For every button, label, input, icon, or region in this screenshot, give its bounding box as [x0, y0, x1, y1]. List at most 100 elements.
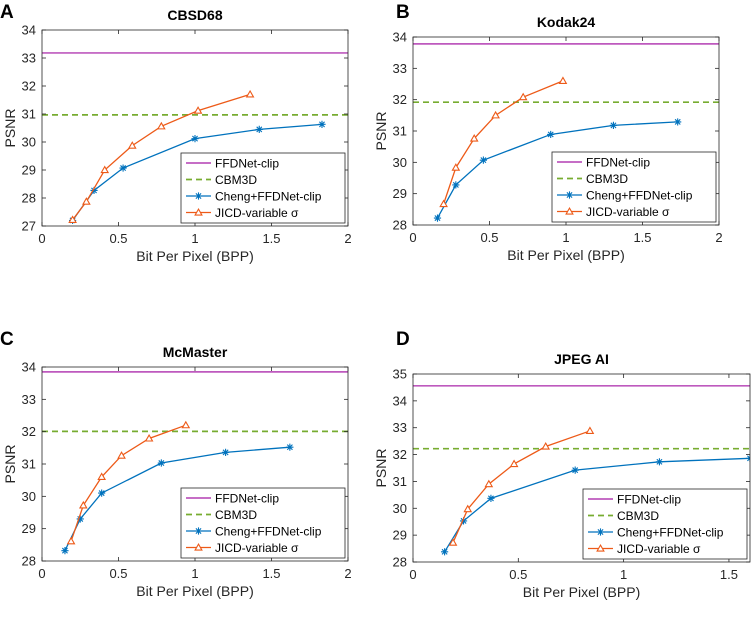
chart-panel-c: C McMaster 0 0.5 1 1.5 2 28 29 30 31 32 33 34 Bit Per … [0, 329, 352, 599]
chart-title: Kodak24 [537, 14, 596, 30]
legend-box [180, 152, 346, 224]
data-point-jicd [451, 163, 461, 171]
chart-title: JPEG AI [554, 351, 609, 367]
x-tick-label: 0.5 [509, 567, 527, 582]
data-point-cheng [157, 459, 165, 467]
x-tick-label: 1 [620, 567, 627, 582]
data-point-cheng [433, 214, 442, 222]
data-point-jicd [78, 500, 88, 509]
chart-title: McMaster [163, 344, 228, 360]
x-tick-label: 0 [38, 231, 45, 246]
chart-panel-b: B Kodak24 0 0.5 1 1.5 2 28 29 30 31 32 33 34 Bit Per P… [373, 2, 723, 263]
data-point-cheng [286, 443, 294, 451]
series-line-jicd [452, 430, 591, 543]
x-axis-label: Bit Per Pixel (BPP) [136, 583, 253, 599]
y-axis-label: PSNR [373, 112, 389, 151]
data-point-jicd [97, 472, 107, 481]
x-tick-label: 0 [38, 566, 45, 581]
x-tick-label: 1.5 [262, 231, 280, 246]
y-tick-label: 35 [393, 367, 407, 382]
panel-letter: B [396, 2, 410, 23]
panel-letter: C [0, 329, 14, 350]
data-point-cheng [487, 494, 495, 502]
series-group [413, 43, 719, 222]
y-tick-label: 33 [22, 392, 36, 407]
x-tick-label: 1 [562, 230, 569, 245]
legend-label-jicd: JICD-variable σ [215, 206, 299, 220]
y-tick-label: 29 [22, 163, 36, 178]
data-point-jicd [181, 420, 191, 429]
data-point-jicd [518, 92, 528, 101]
y-tick-label: 28 [393, 218, 407, 233]
y-tick-label: 30 [393, 155, 407, 170]
y-tick-label: 34 [393, 393, 407, 408]
panel-letter: D [396, 329, 410, 350]
y-tick-label: 28 [22, 191, 36, 206]
x-tick-label: 2 [715, 230, 722, 245]
legend-marker-jicd [596, 543, 605, 552]
data-point-jicd [156, 121, 166, 130]
data-point-jicd [117, 451, 126, 459]
data-point-cheng [609, 121, 618, 129]
data-point-jicd [82, 197, 91, 205]
y-tick-label: 32 [393, 92, 407, 107]
y-tick-label: 32 [393, 447, 407, 462]
series-group [413, 384, 750, 556]
series-line-jicd [70, 424, 187, 542]
x-tick-label: 0.5 [109, 566, 127, 581]
x-tick-label: 2 [344, 231, 351, 246]
y-tick-label: 29 [393, 528, 407, 543]
data-point-jicd [585, 426, 595, 435]
legend-marker-cheng [596, 528, 605, 536]
y-tick-label: 31 [393, 124, 407, 139]
y-tick-label: 30 [22, 135, 36, 150]
panel-letter: A [0, 2, 14, 23]
data-point-cheng [191, 135, 199, 143]
data-point-cheng [547, 130, 555, 139]
data-point-cheng [119, 164, 127, 172]
data-point-cheng [61, 547, 69, 555]
legend-label-ffdnet: FFDNet-clip [215, 157, 279, 171]
legend-box [551, 151, 717, 223]
chart-title: CBSD68 [167, 7, 222, 23]
y-tick-label: 30 [22, 489, 36, 504]
y-tick-label: 31 [393, 474, 407, 489]
data-point-cheng [90, 186, 98, 195]
legend: FFDNet-clip CBM3D Cheng+FFDNet-clip JICD-va… [180, 487, 346, 559]
data-point-cheng [655, 458, 664, 466]
legend-marker-jicd [194, 542, 203, 551]
y-tick-label: 32 [22, 424, 36, 439]
legend-marker-jicd [565, 206, 574, 215]
x-axis-label: Bit Per Pixel (BPP) [523, 584, 640, 600]
data-point-cheng [76, 515, 84, 523]
y-tick-label: 30 [393, 501, 407, 516]
legend-label-jicd: JICD-variable σ [586, 205, 670, 219]
data-point-cheng [674, 118, 682, 126]
y-tick-label: 34 [22, 360, 36, 375]
series-group [42, 371, 348, 555]
data-point-jicd [193, 106, 203, 114]
y-tick-label: 29 [22, 521, 36, 536]
y-tick-label: 33 [393, 61, 407, 76]
data-point-cheng [440, 548, 449, 556]
data-point-jicd [541, 442, 551, 450]
data-point-cheng [222, 448, 230, 456]
y-axis-label: PSNR [2, 109, 18, 148]
x-tick-label: 0.5 [109, 231, 127, 246]
data-point-jicd [509, 459, 519, 468]
y-tick-label: 27 [22, 219, 36, 234]
data-point-jicd [484, 479, 494, 488]
data-point-jicd [66, 536, 76, 545]
y-tick-label: 29 [393, 186, 407, 201]
data-point-cheng [318, 120, 326, 128]
legend-label-cbm3d: CBM3D [617, 509, 659, 523]
axes-box [412, 373, 751, 563]
x-tick-label: 0 [409, 230, 416, 245]
legend-label-cbm3d: CBM3D [586, 172, 628, 186]
data-point-jicd [68, 215, 77, 223]
legend-label-ffdnet: FFDNet-clip [617, 493, 681, 507]
series-line-jicd [442, 80, 564, 205]
y-axis-label: PSNR [2, 445, 18, 484]
legend: FFDNet-clip CBM3D Cheng+FFDNet-clip JICD-va… [582, 488, 748, 560]
legend-label-cheng: Cheng+FFDNet-clip [215, 525, 322, 539]
